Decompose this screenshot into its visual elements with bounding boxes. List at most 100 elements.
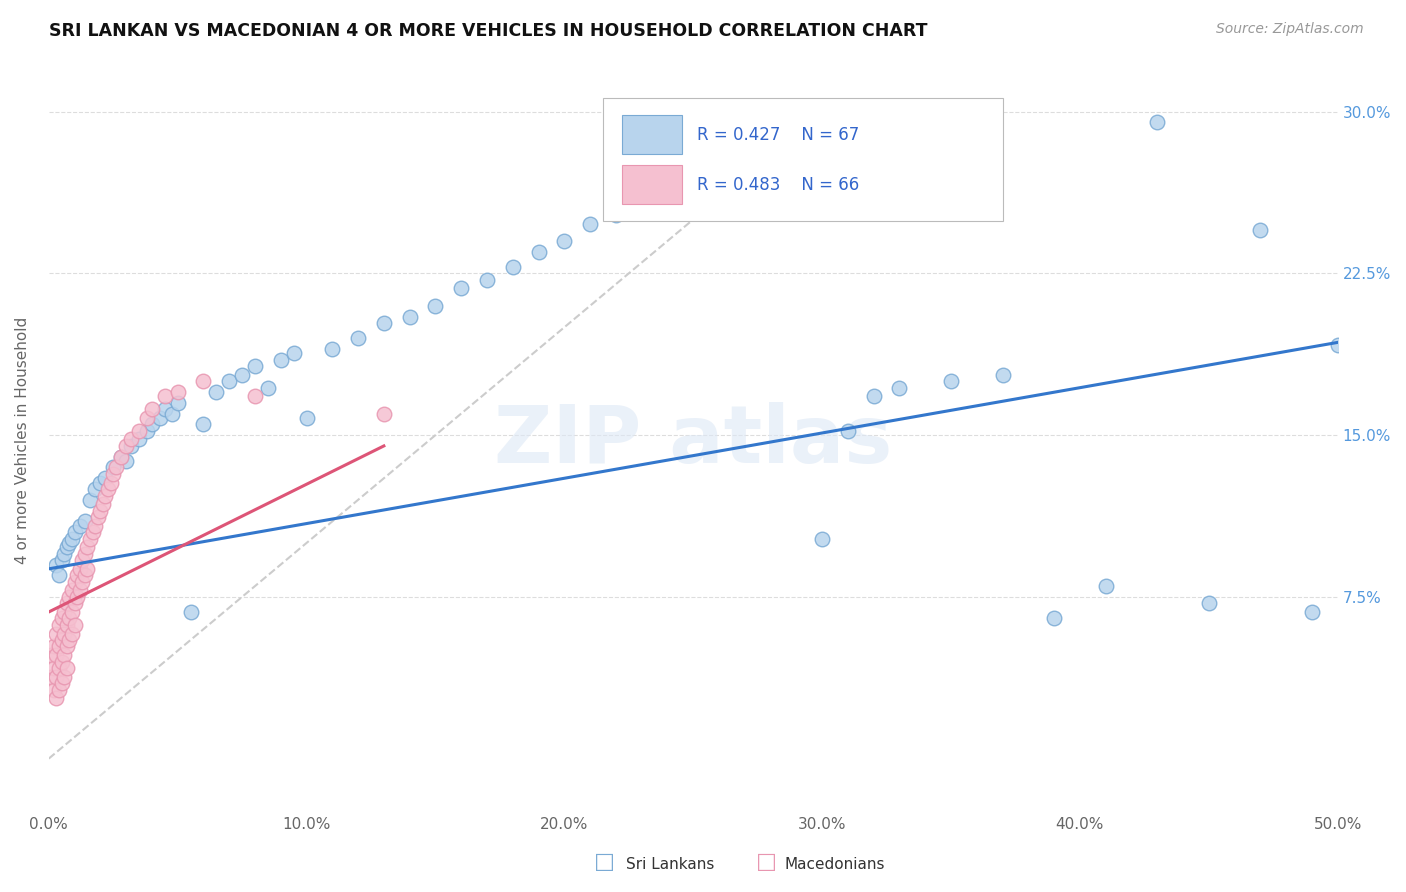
Text: Macedonians: Macedonians [785,857,884,872]
Point [76,562,98,576]
Point [51,633,73,648]
Text: Sri Lankans: Sri Lankans [626,857,714,872]
Point [605,208,627,222]
Point [1043,611,1066,625]
Point [41,670,63,684]
Point [205,384,228,399]
Point [87,510,110,524]
Point [1301,605,1323,619]
FancyBboxPatch shape [623,165,682,204]
Point [110,450,132,464]
Point [45,670,67,684]
Point [1326,337,1348,351]
Point [45,691,67,706]
Point [630,195,652,210]
Point [58,611,80,625]
Point [553,234,575,248]
Point [321,342,343,356]
Point [48,568,70,582]
Point [110,450,132,464]
Point [682,191,704,205]
Point [63,618,86,632]
Point [48,618,70,632]
Point [707,174,730,188]
Point [1249,223,1271,237]
Point [759,152,782,166]
Point [398,310,420,324]
Point [162,407,184,421]
Point [135,424,157,438]
Point [69,583,91,598]
Point [60,532,83,546]
Point [94,471,117,485]
Point [51,655,73,669]
Point [48,661,70,675]
Point [45,626,67,640]
Point [51,611,73,625]
Point [657,180,679,194]
Point [862,389,884,403]
Text: SRI LANKAN VS MACEDONIAN 4 OR MORE VEHICLES IN HOUSEHOLD CORRELATION CHART: SRI LANKAN VS MACEDONIAN 4 OR MORE VEHIC… [49,22,928,40]
Point [166,396,188,410]
Point [42,682,65,697]
Point [837,424,859,438]
Point [53,670,76,684]
Point [53,626,76,640]
Point [373,407,395,421]
Point [283,346,305,360]
Point [66,568,89,582]
Point [56,640,79,654]
Point [103,460,125,475]
Point [48,682,70,697]
Point [475,273,498,287]
Point [91,497,114,511]
Point [166,384,188,399]
Point [141,402,163,417]
Point [991,368,1014,382]
Point [53,648,76,662]
Point [734,165,756,179]
Point [218,374,240,388]
Point [97,482,120,496]
Point [785,144,807,158]
Point [63,596,86,610]
Point [295,410,318,425]
Point [84,482,107,496]
Point [56,661,79,675]
Point [373,316,395,330]
Point [243,359,266,373]
Point [84,518,107,533]
Point [120,439,142,453]
Point [103,467,125,481]
Text: ZIP atlas: ZIP atlas [494,401,893,480]
Point [579,217,602,231]
Point [270,352,292,367]
Point [527,244,550,259]
FancyBboxPatch shape [603,98,1002,221]
Point [100,475,122,490]
Point [41,648,63,662]
Point [42,640,65,654]
Text: □: □ [756,853,776,872]
Point [66,590,89,604]
Point [69,518,91,533]
Point [153,402,176,417]
Point [45,648,67,662]
Point [63,525,86,540]
Point [63,574,86,589]
Point [53,547,76,561]
Point [180,605,202,619]
Point [73,515,96,529]
Point [889,381,911,395]
Point [53,605,76,619]
Point [811,532,834,546]
Point [128,424,150,438]
Point [94,489,117,503]
Point [128,433,150,447]
Point [58,590,80,604]
Point [56,541,79,555]
Point [60,626,83,640]
Point [243,389,266,403]
Point [120,433,142,447]
Point [60,605,83,619]
